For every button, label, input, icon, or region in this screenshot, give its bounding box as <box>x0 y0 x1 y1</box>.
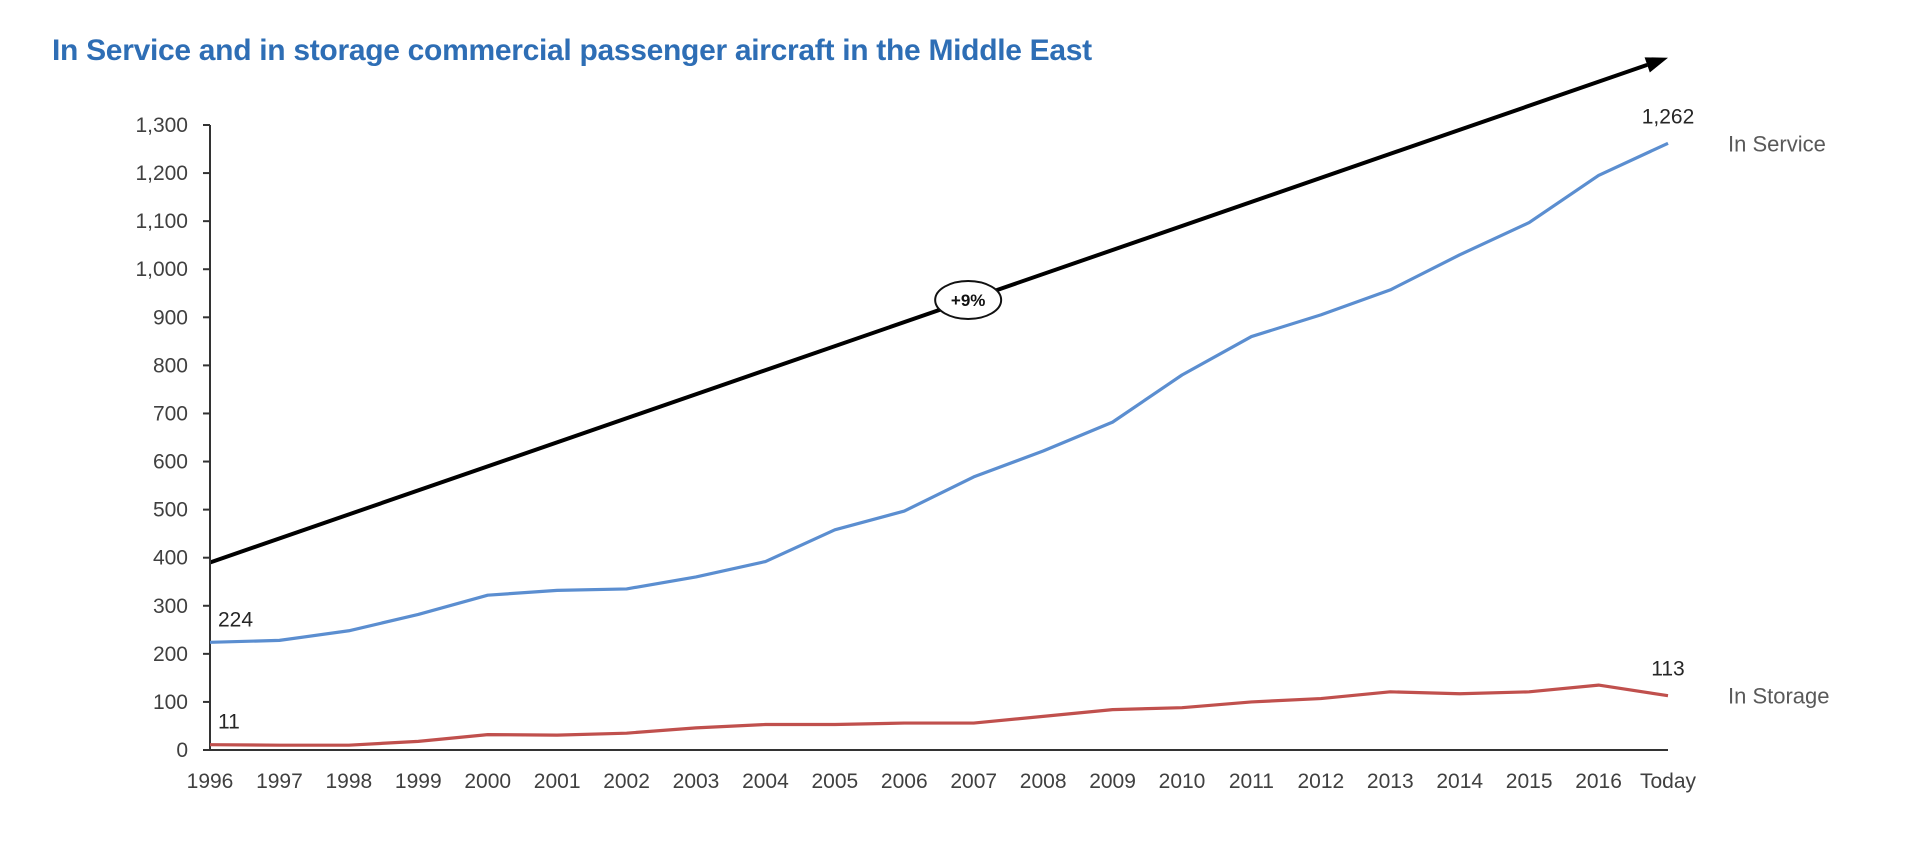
x-tick-label: 2001 <box>534 770 581 793</box>
series-legend-label: In Storage <box>1728 684 1830 709</box>
y-tick-label: 600 <box>153 451 188 474</box>
y-tick-label: 100 <box>153 691 188 714</box>
trend-arrow-line <box>209 63 1648 565</box>
series-layer <box>209 141 1669 747</box>
y-tick-label: 800 <box>153 354 188 377</box>
growth-badge <box>934 280 1003 320</box>
x-tick-label: 2008 <box>1020 770 1067 793</box>
x-tick-label: 2003 <box>673 770 720 793</box>
series-line-in-service <box>209 141 1669 644</box>
x-tick-label: 2000 <box>464 770 511 793</box>
x-tick-label: 2004 <box>742 770 789 793</box>
x-tick-label: 2014 <box>1436 770 1483 793</box>
axes-layer: 0 100 200 300 400 500 600 700 800 900 1,000 1,100 1,… <box>135 114 1696 793</box>
y-tick-label: 1,100 <box>135 210 188 233</box>
y-tick-label: 1,200 <box>135 162 188 185</box>
x-tick-label: 1997 <box>256 770 303 793</box>
series-line-in-storage <box>209 683 1669 747</box>
x-tick-label: 2013 <box>1367 770 1414 793</box>
x-tick-label: 2007 <box>950 770 997 793</box>
y-tick-label: 200 <box>153 643 188 666</box>
x-tick-label: 2015 <box>1506 770 1553 793</box>
start-data-label: 224 <box>218 608 253 631</box>
x-tick-label: 2005 <box>811 770 858 793</box>
y-tick-label: 700 <box>153 402 188 425</box>
y-tick-label: 900 <box>153 306 188 329</box>
x-tick-label: 2006 <box>881 770 928 793</box>
y-tick-label: 1,000 <box>135 258 188 281</box>
y-tick-label: 500 <box>153 499 188 522</box>
growth-label: +9% <box>951 291 986 310</box>
y-tick-label: 400 <box>153 547 188 570</box>
trend-layer: +9% <box>209 57 1668 565</box>
x-tick-label: 2011 <box>1229 770 1274 793</box>
chart-title: In Service and in storage commercial pas… <box>52 34 1092 67</box>
x-tick-label: Today <box>1640 770 1697 793</box>
trend-arrow-head <box>1644 57 1668 73</box>
x-tick-label: 2016 <box>1575 770 1622 793</box>
x-tick-label: 1996 <box>187 770 234 793</box>
series-legend-label: In Service <box>1728 131 1826 156</box>
y-tick-label: 0 <box>176 739 188 762</box>
start-data-label: 11 <box>218 711 240 734</box>
end-data-label: 113 <box>1651 658 1684 681</box>
x-tick-label: 2002 <box>603 770 650 793</box>
y-tick-label: 300 <box>153 595 188 618</box>
x-tick-label: 2009 <box>1089 770 1136 793</box>
labels-layer: 224 1,262 In Service 11 113 In Storage <box>218 105 1830 733</box>
x-tick-label: 2010 <box>1159 770 1206 793</box>
x-tick-label: 1999 <box>395 770 442 793</box>
end-data-label: 1,262 <box>1642 105 1695 128</box>
x-tick-label: 2012 <box>1297 770 1344 793</box>
y-tick-label: 1,300 <box>135 114 188 137</box>
x-tick-label: 1998 <box>325 770 372 793</box>
